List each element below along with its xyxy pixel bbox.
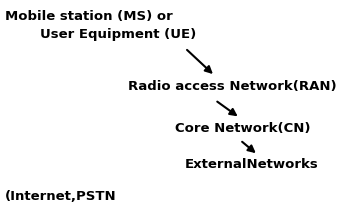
Text: Radio access Network(RAN): Radio access Network(RAN) — [128, 80, 337, 93]
Text: Mobile station (MS) or: Mobile station (MS) or — [5, 10, 173, 23]
Text: User Equipment (UE): User Equipment (UE) — [40, 28, 196, 41]
Text: ExternalNetworks: ExternalNetworks — [185, 158, 319, 171]
Text: Core Network(CN): Core Network(CN) — [175, 122, 310, 135]
Text: (Internet,PSTN: (Internet,PSTN — [5, 190, 116, 203]
